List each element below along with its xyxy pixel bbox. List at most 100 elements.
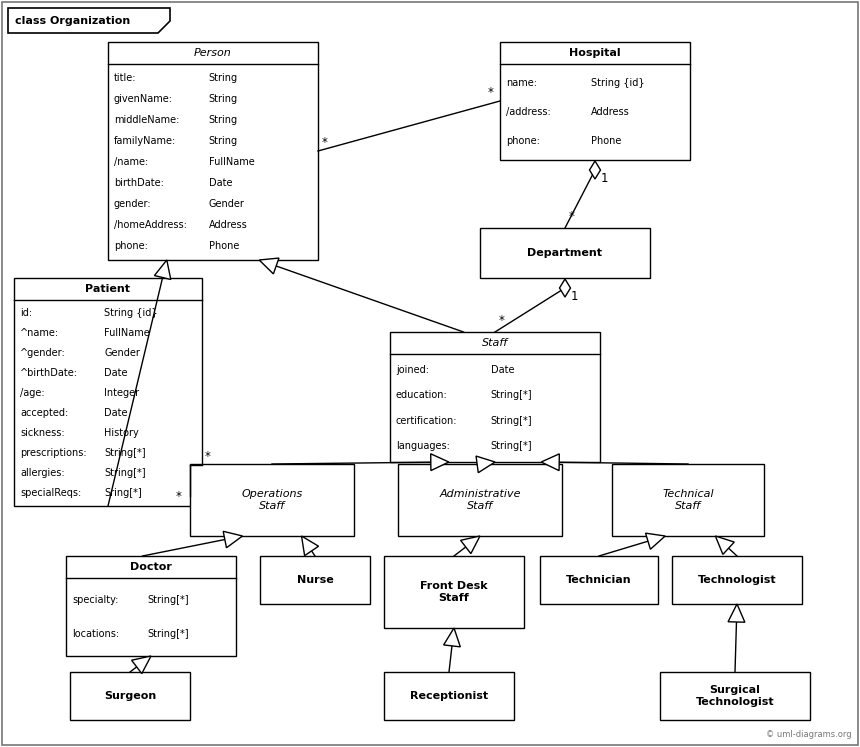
- Text: Date: Date: [104, 368, 128, 378]
- Text: Address: Address: [209, 220, 248, 230]
- Text: /name:: /name:: [114, 157, 148, 167]
- Polygon shape: [646, 533, 665, 549]
- Text: Date: Date: [491, 365, 514, 375]
- Polygon shape: [589, 161, 600, 179]
- Text: History: History: [104, 428, 139, 438]
- Text: education:: education:: [396, 391, 448, 400]
- FancyBboxPatch shape: [190, 464, 354, 536]
- FancyBboxPatch shape: [612, 464, 764, 536]
- Text: Gender: Gender: [209, 199, 245, 209]
- Polygon shape: [476, 456, 495, 473]
- Text: String: String: [209, 72, 238, 83]
- Text: joined:: joined:: [396, 365, 429, 375]
- Text: birthDate:: birthDate:: [114, 178, 164, 188]
- Polygon shape: [132, 656, 151, 674]
- Text: String: String: [209, 94, 238, 104]
- FancyBboxPatch shape: [398, 464, 562, 536]
- Text: 1: 1: [601, 172, 609, 185]
- FancyBboxPatch shape: [390, 332, 600, 462]
- Text: String {id}: String {id}: [104, 308, 158, 318]
- Text: Patient: Patient: [85, 284, 131, 294]
- Text: *: *: [205, 450, 211, 463]
- Text: Address: Address: [591, 107, 630, 117]
- Polygon shape: [716, 536, 734, 554]
- Text: Phone: Phone: [591, 136, 622, 146]
- Polygon shape: [155, 260, 171, 279]
- Text: String[*]: String[*]: [491, 415, 532, 426]
- FancyBboxPatch shape: [70, 672, 190, 720]
- Text: String[*]: String[*]: [104, 448, 146, 458]
- Text: languages:: languages:: [396, 441, 450, 450]
- Text: Front Desk
Staff: Front Desk Staff: [421, 581, 488, 603]
- Text: specialReqs:: specialReqs:: [20, 488, 81, 498]
- Text: phone:: phone:: [114, 241, 148, 251]
- Text: 1: 1: [571, 290, 579, 303]
- Text: Department: Department: [527, 248, 603, 258]
- Polygon shape: [224, 531, 243, 548]
- Text: String: String: [209, 115, 238, 125]
- FancyBboxPatch shape: [384, 556, 524, 628]
- Text: String[*]: String[*]: [148, 629, 189, 639]
- Text: Surgical
Technologist: Surgical Technologist: [696, 685, 774, 707]
- Polygon shape: [302, 536, 318, 556]
- FancyBboxPatch shape: [260, 556, 370, 604]
- Text: Gender: Gender: [104, 348, 140, 358]
- FancyBboxPatch shape: [540, 556, 658, 604]
- Text: id:: id:: [20, 308, 32, 318]
- Text: givenName:: givenName:: [114, 94, 173, 104]
- Text: *: *: [176, 490, 181, 503]
- Text: Person: Person: [194, 48, 232, 58]
- Text: Staff: Staff: [482, 338, 508, 348]
- Text: String[*]: String[*]: [104, 468, 146, 478]
- Text: /address:: /address:: [506, 107, 550, 117]
- Text: sickness:: sickness:: [20, 428, 64, 438]
- Text: Technical
Staff: Technical Staff: [662, 489, 714, 511]
- FancyBboxPatch shape: [384, 672, 514, 720]
- Text: title:: title:: [114, 72, 137, 83]
- Text: specialty:: specialty:: [72, 595, 119, 605]
- Text: locations:: locations:: [72, 629, 120, 639]
- Text: Integer: Integer: [104, 388, 139, 398]
- Text: *: *: [569, 210, 574, 223]
- Text: Operations
Staff: Operations Staff: [242, 489, 303, 511]
- FancyBboxPatch shape: [660, 672, 810, 720]
- Text: certification:: certification:: [396, 415, 458, 426]
- Polygon shape: [461, 536, 480, 554]
- Text: Sring[*]: Sring[*]: [104, 488, 142, 498]
- Polygon shape: [8, 8, 170, 33]
- FancyBboxPatch shape: [480, 228, 650, 278]
- Text: FullName: FullName: [104, 328, 150, 338]
- Text: Surgeon: Surgeon: [104, 691, 157, 701]
- Text: ^birthDate:: ^birthDate:: [20, 368, 78, 378]
- Text: © uml-diagrams.org: © uml-diagrams.org: [766, 730, 852, 739]
- Text: *: *: [322, 136, 328, 149]
- Text: Nurse: Nurse: [297, 575, 334, 585]
- Text: FullName: FullName: [209, 157, 255, 167]
- Text: Technician: Technician: [566, 575, 632, 585]
- Text: /age:: /age:: [20, 388, 45, 398]
- Text: /homeAddress:: /homeAddress:: [114, 220, 187, 230]
- Polygon shape: [560, 279, 570, 297]
- Polygon shape: [444, 628, 460, 647]
- Text: *: *: [488, 86, 494, 99]
- Text: Date: Date: [209, 178, 232, 188]
- Text: Doctor: Doctor: [130, 562, 172, 572]
- Text: String {id}: String {id}: [591, 78, 645, 88]
- FancyBboxPatch shape: [14, 278, 202, 506]
- FancyBboxPatch shape: [672, 556, 802, 604]
- Text: class Organization: class Organization: [15, 16, 130, 25]
- Text: Administrative
Staff: Administrative Staff: [439, 489, 521, 511]
- Text: Phone: Phone: [209, 241, 239, 251]
- Text: gender:: gender:: [114, 199, 151, 209]
- Polygon shape: [728, 604, 745, 622]
- FancyBboxPatch shape: [500, 42, 690, 160]
- Polygon shape: [541, 454, 559, 471]
- Text: Receptionist: Receptionist: [410, 691, 488, 701]
- Text: familyName:: familyName:: [114, 136, 176, 146]
- Text: Hospital: Hospital: [569, 48, 621, 58]
- Text: String[*]: String[*]: [491, 391, 532, 400]
- Text: Technologist: Technologist: [697, 575, 777, 585]
- Text: *: *: [499, 314, 505, 327]
- Polygon shape: [431, 454, 449, 471]
- Text: String: String: [209, 136, 238, 146]
